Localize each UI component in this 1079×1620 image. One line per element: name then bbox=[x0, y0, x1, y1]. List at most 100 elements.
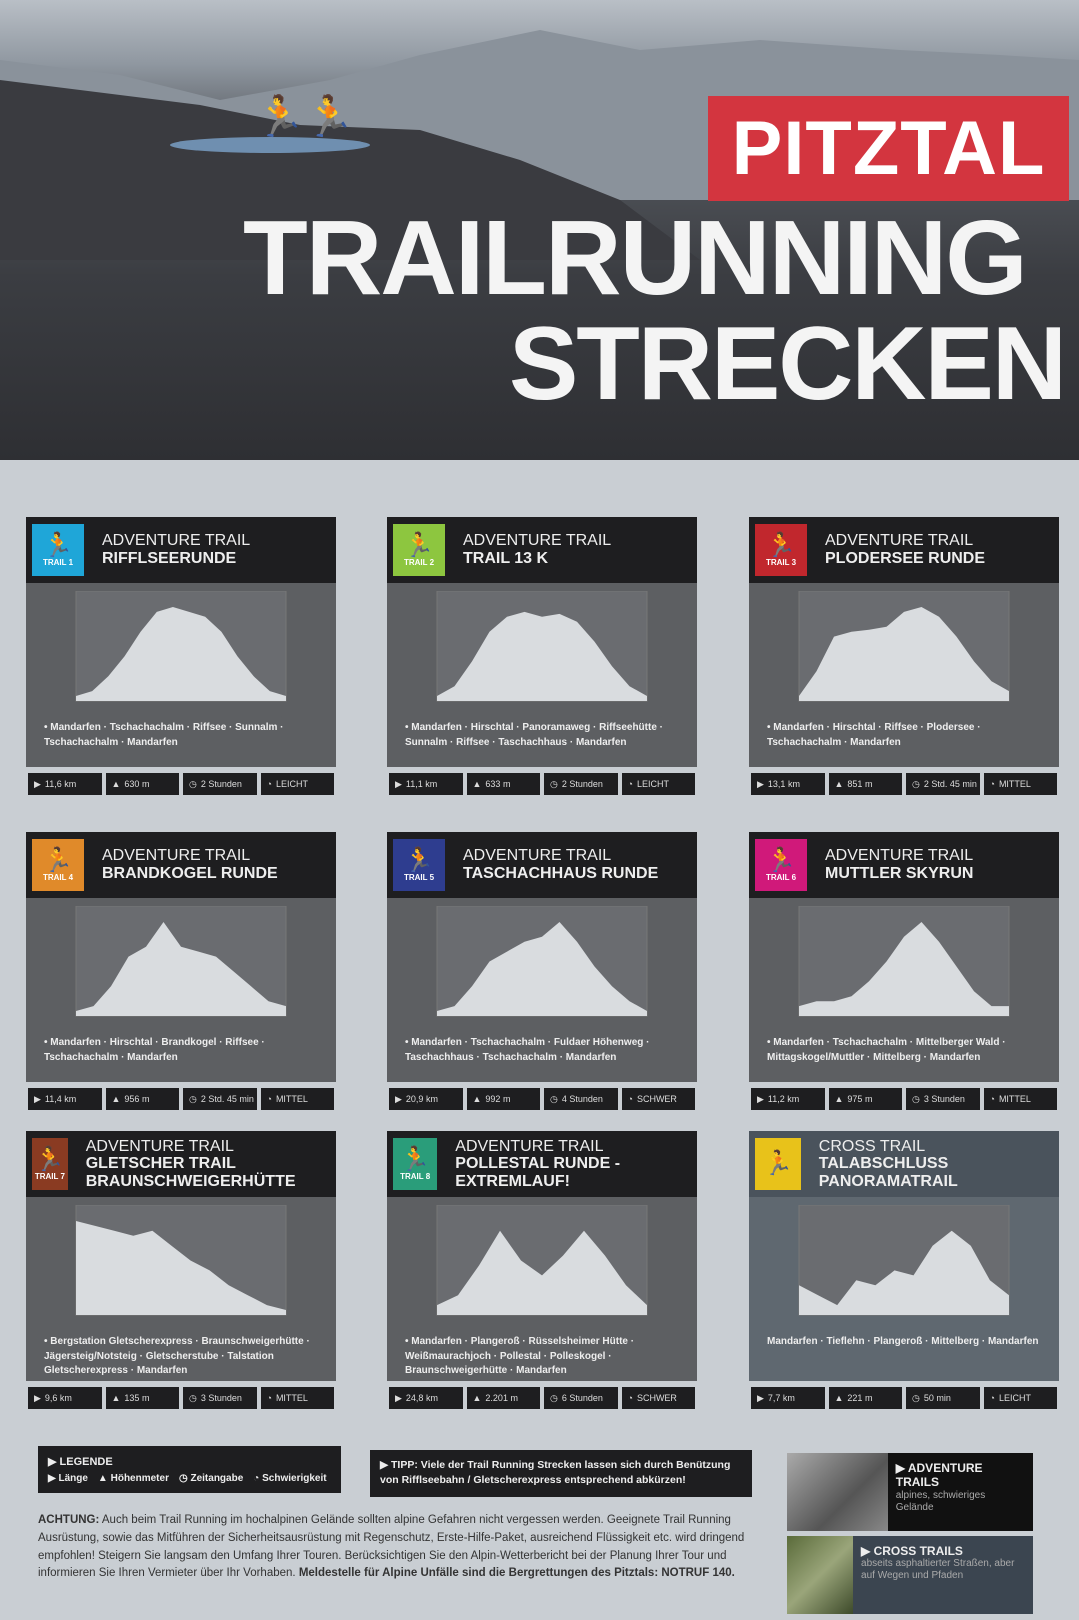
trail-type: ADVENTURE TRAIL bbox=[825, 532, 974, 550]
trail-type: ADVENTURE TRAIL bbox=[102, 847, 251, 865]
stat-elevation: ▲ 630 m bbox=[105, 773, 179, 795]
stat-elevation: ▲ 221 m bbox=[828, 1387, 902, 1409]
trail-stats: ▶ 11,2 km ▲ 975 m ◷ 3 Stunden ◔ MITTEL bbox=[749, 1082, 1059, 1110]
stat-length: ▶ 24,8 km bbox=[389, 1387, 463, 1409]
trail-type: ADVENTURE TRAIL bbox=[463, 847, 612, 865]
trail-header: 🏃 TRAIL 6 ADVENTURE TRAIL MUTTLER SKYRUN bbox=[749, 832, 1059, 898]
stat-length: ▶ 11,6 km bbox=[28, 773, 102, 795]
brand-logo: PITZTAL bbox=[708, 96, 1069, 201]
runner-icon: 🏃 bbox=[43, 846, 73, 874]
elevation-profile bbox=[798, 591, 1010, 702]
difficulty-icon: ◔ bbox=[266, 1094, 272, 1104]
elevation-icon: ▲ bbox=[834, 1393, 844, 1403]
elevation-icon: ▲ bbox=[111, 1393, 121, 1403]
trail-header: 🏃 TRAIL 5 ADVENTURE TRAIL TASCHACHHAUS RUN… bbox=[387, 832, 697, 898]
trail-card: 🏃 TRAIL 8 ADVENTURE TRAIL POLLESTAL RUNDE … bbox=[387, 1131, 697, 1409]
stat-length: ▶ 7,7 km bbox=[751, 1387, 825, 1409]
runner-icon: 🏃 bbox=[762, 1150, 793, 1177]
trail-card: 🏃 TRAIL 1 ADVENTURE TRAIL RIFFLSEERUNDE • … bbox=[26, 517, 336, 795]
trail-card: 🏃 TRAIL 4 ADVENTURE TRAIL BRANDKOGEL RUNDE… bbox=[26, 832, 336, 1110]
svg-text:🏃🏃: 🏃🏃 bbox=[255, 93, 355, 139]
length-icon: ▶ bbox=[34, 1093, 41, 1104]
trail-name: BRANDKOGEL RUNDE bbox=[102, 865, 278, 882]
elevation-profile bbox=[75, 906, 287, 1017]
stat-difficulty: ◔ LEICHT bbox=[260, 773, 334, 795]
stat-difficulty: ◔ MITTEL bbox=[983, 1088, 1057, 1110]
difficulty-icon: ◔ bbox=[627, 1094, 633, 1104]
stat-length: ▶ 20,9 km bbox=[389, 1088, 463, 1110]
profile-area bbox=[799, 607, 1009, 701]
runner-icon: 🏃 bbox=[43, 531, 73, 559]
elevation-icon: ▲ bbox=[472, 1094, 482, 1104]
trail-type: ADVENTURE TRAIL bbox=[455, 1137, 604, 1155]
difficulty-icon: ◔ bbox=[989, 1094, 995, 1104]
page-title-line2: STRECKEN bbox=[508, 306, 1067, 422]
clock-icon: ◷ bbox=[189, 1392, 197, 1403]
trail-header: 🏃 CROSS TRAIL TALABSCHLUSS PANORAMATRAIL bbox=[749, 1131, 1059, 1197]
stat-difficulty: ◔ MITTEL bbox=[260, 1088, 334, 1110]
length-icon: ▶ bbox=[757, 1392, 764, 1403]
legend-time: ◷ Zeitangabe bbox=[178, 1472, 244, 1484]
elevation-profile bbox=[436, 906, 648, 1017]
elevation-profile bbox=[75, 1205, 287, 1316]
trail-card: 🏃 CROSS TRAIL TALABSCHLUSS PANORAMATRAIL … bbox=[749, 1131, 1059, 1409]
runner-icon: 🏃 bbox=[400, 1145, 431, 1173]
trail-card: 🏃 TRAIL 2 ADVENTURE TRAIL TRAIL 13 K • Man… bbox=[387, 517, 697, 795]
trail-header: 🏃 TRAIL 2 ADVENTURE TRAIL TRAIL 13 K bbox=[387, 517, 697, 583]
stat-difficulty: ◔ SCHWER bbox=[621, 1088, 695, 1110]
route-stops: • Bergstation Gletscherexpress · Braunsc… bbox=[44, 1336, 310, 1376]
trail-number: TRAIL 6 bbox=[765, 872, 797, 882]
trail-stats: ▶ 24,8 km ▲ 2.201 m ◷ 6 Stunden ◔ SCHWER bbox=[387, 1381, 697, 1409]
elevation-profile bbox=[436, 1205, 648, 1316]
legend-elevation: ▲ Höhenmeter bbox=[97, 1472, 169, 1484]
adventure-trails-desc: alpines, schwieriges Gelände bbox=[895, 1489, 986, 1513]
trail-badge: 🏃 bbox=[755, 1138, 801, 1190]
trail-stats: ▶ 11,6 km ▲ 630 m ◷ 2 Stunden ◔ LEICHT bbox=[26, 767, 336, 795]
route-stops: • Mandarfen · Plangeroß · Rüsselsheimer … bbox=[405, 1336, 635, 1376]
trail-number: TRAIL 1 bbox=[42, 557, 74, 567]
route-stops: • Mandarfen · Tschachachalm · Mittelberg… bbox=[767, 1037, 1006, 1063]
runner-icon: 🏃 bbox=[404, 846, 434, 874]
trail-badge: 🏃 TRAIL 1 bbox=[32, 524, 84, 576]
legend-difficulty: ◔ Schwierigkeit bbox=[253, 1472, 327, 1484]
profile-area bbox=[437, 1230, 647, 1315]
adventure-photo bbox=[787, 1453, 888, 1531]
tip-box: ▶ TIPP: Viele der Trail Running Strecken… bbox=[370, 1450, 752, 1497]
adventure-trails-legend: ▶ ADVENTURE TRAILS alpines, schwieriges G… bbox=[787, 1453, 1033, 1531]
clock-icon: ◷ bbox=[550, 1093, 558, 1104]
length-icon: ▶ bbox=[395, 1093, 402, 1104]
trail-card: 🏃 TRAIL 5 ADVENTURE TRAIL TASCHACHHAUS RUN… bbox=[387, 832, 697, 1110]
runner-icon: 🏃 bbox=[766, 531, 796, 559]
trail-header: 🏃 TRAIL 7 ADVENTURE TRAIL GLETSCHER TRAIL … bbox=[26, 1131, 336, 1197]
route-stops: Mandarfen · Tieflehn · Plangeroß · Mitte… bbox=[767, 1336, 1039, 1347]
trail-header: 🏃 TRAIL 1 ADVENTURE TRAIL RIFFLSEERUNDE bbox=[26, 517, 336, 583]
page-title-line1: TRAILRUNNING bbox=[243, 199, 1028, 317]
elevation-profile bbox=[436, 591, 648, 702]
profile-area bbox=[437, 922, 647, 1016]
trail-name: MUTTLER SKYRUN bbox=[825, 865, 974, 882]
length-icon: ▶ bbox=[757, 1093, 764, 1104]
trail-header: 🏃 TRAIL 3 ADVENTURE TRAIL PLODERSEE RUNDE bbox=[749, 517, 1059, 583]
stat-time: ◷ 2 Std. 45 min bbox=[183, 1088, 257, 1110]
elevation-profile bbox=[798, 1205, 1010, 1316]
cross-trails-title: ▶ CROSS TRAILS bbox=[861, 1544, 963, 1558]
warning-text: ACHTUNG: Auch beim Trail Running im hoch… bbox=[38, 1514, 745, 1580]
trail-header: 🏃 TRAIL 4 ADVENTURE TRAIL BRANDKOGEL RUNDE bbox=[26, 832, 336, 898]
trail-name: TRAIL 13 K bbox=[463, 550, 549, 567]
clock-icon: ◷ bbox=[550, 778, 558, 789]
cross-trails-desc: abseits asphaltierter Straßen, aber auf … bbox=[861, 1558, 1015, 1582]
trail-number: TRAIL 8 bbox=[400, 1171, 431, 1181]
stat-difficulty: ◔ MITTEL bbox=[260, 1387, 334, 1409]
trail-card: 🏃 TRAIL 7 ADVENTURE TRAIL GLETSCHER TRAIL … bbox=[26, 1131, 336, 1409]
length-icon: ▶ bbox=[395, 778, 402, 789]
elevation-profile bbox=[75, 591, 287, 702]
stat-elevation: ▲ 851 m bbox=[828, 773, 902, 795]
stat-elevation: ▲ 992 m bbox=[466, 1088, 540, 1110]
stat-difficulty: ◔ LEICHT bbox=[621, 773, 695, 795]
tip-label: ▶ TIPP: bbox=[380, 1459, 418, 1471]
legend-box: ▶ LEGENDE ▶ Länge ▲ Höhenmeter ◷ Zeitang… bbox=[38, 1446, 341, 1493]
elevation-icon: ▲ bbox=[472, 779, 482, 789]
difficulty-icon: ◔ bbox=[266, 779, 272, 789]
trail-number: TRAIL 5 bbox=[403, 872, 435, 882]
route-stops: • Mandarfen · Hirschtal · Riffsee · Plod… bbox=[767, 722, 981, 748]
